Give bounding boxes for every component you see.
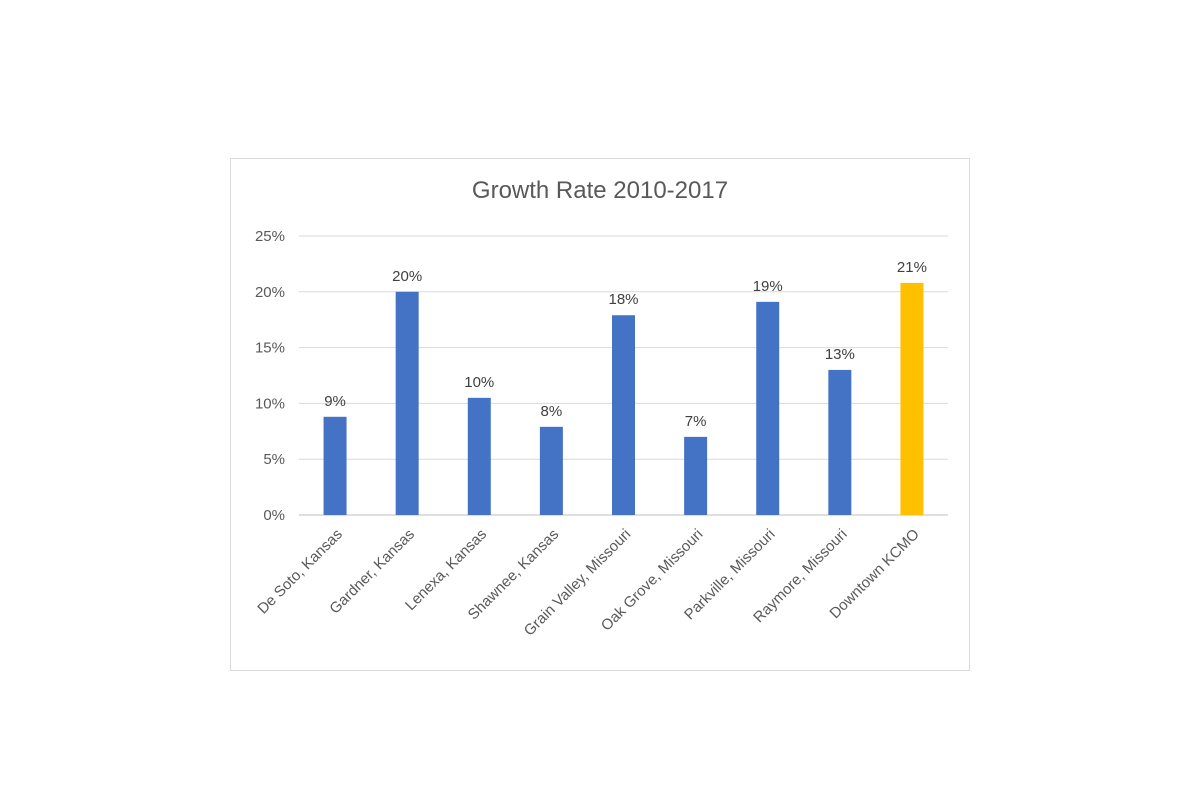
data-label: 9% — [324, 393, 346, 410]
data-label: 8% — [541, 403, 563, 420]
y-tick-label: 5% — [263, 451, 285, 468]
bar — [395, 291, 419, 515]
y-tick-label: 10% — [255, 395, 285, 412]
bar — [756, 301, 780, 515]
chart-title: Growth Rate 2010-2017 — [471, 177, 729, 204]
chart-frame: Growth Rate 2010-2017 0% 5% 10% 15% 20% 25% 9%… — [230, 158, 970, 671]
bar — [612, 315, 635, 515]
data-label: 18% — [608, 291, 638, 308]
y-tick-label: 0% — [263, 507, 285, 524]
bar — [539, 426, 563, 515]
data-label: 19% — [753, 278, 783, 295]
bar-chart-plot: 0%5%10%15%20%25%9%De Soto, Kansas20%Gard… — [254, 228, 948, 639]
data-label: 10% — [464, 374, 494, 391]
bar — [684, 436, 708, 515]
bar — [467, 397, 491, 515]
data-label: 13% — [825, 346, 855, 363]
y-tick-label: 15% — [255, 340, 285, 357]
y-tick-label: 20% — [255, 284, 285, 301]
bar — [323, 416, 347, 515]
data-label: 20% — [392, 268, 422, 285]
data-label: 7% — [685, 413, 707, 430]
bar — [828, 369, 852, 515]
data-label: 21% — [897, 259, 927, 276]
bar — [900, 282, 924, 515]
y-tick-label: 25% — [255, 228, 285, 245]
